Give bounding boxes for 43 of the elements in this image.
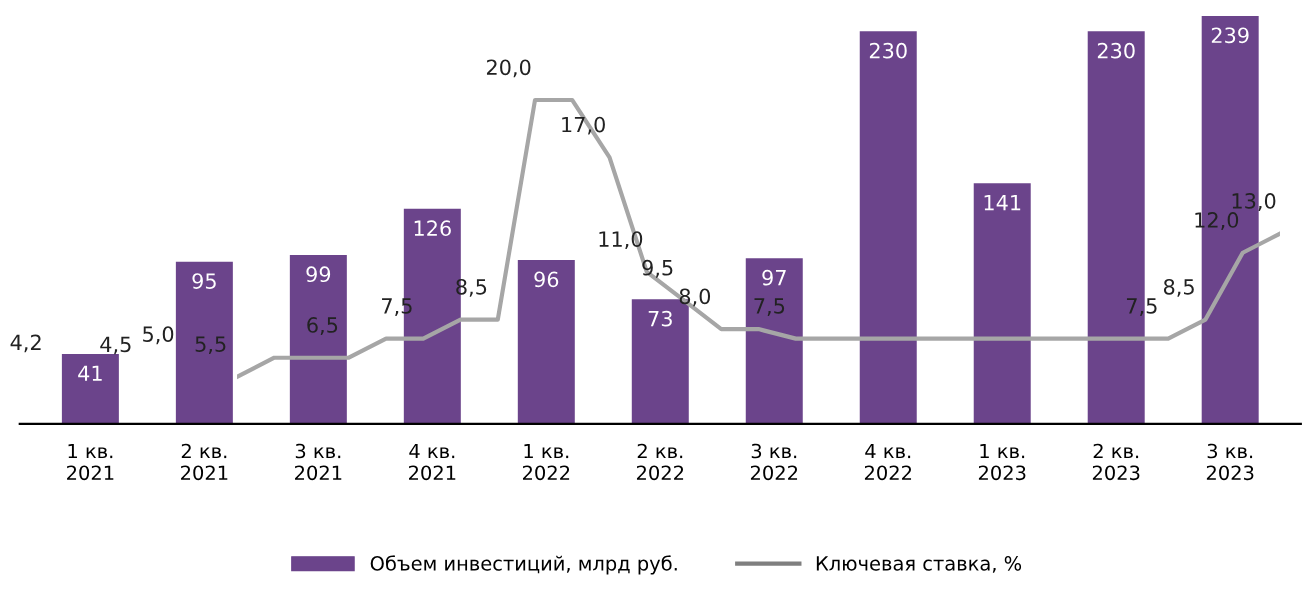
- bar: [973, 183, 1031, 424]
- data-label: 11,0: [599, 231, 643, 250]
- data-label: 20,0: [486, 59, 531, 78]
- bar: [289, 254, 347, 424]
- data-label: 230: [1097, 42, 1135, 59]
- x-tick-label: 1 кв. 2023: [978, 443, 1026, 481]
- annotation: 5,0: [143, 326, 174, 345]
- legend-label: Объем инвестиций, млрд руб.: [370, 555, 677, 575]
- data-label: 95: [192, 273, 216, 289]
- data-label: 96: [534, 271, 559, 288]
- x-tick-label: 2 кв. 2023: [1092, 443, 1140, 481]
- bar: [745, 258, 803, 424]
- bar: [175, 261, 233, 424]
- x-tick-label: 4 кв. 2022: [864, 443, 912, 481]
- data-label: 6,5: [307, 317, 338, 335]
- data-label: 99: [306, 266, 331, 283]
- x-tick-label: 3 кв. 2021: [295, 443, 342, 481]
- data-label: 5,5: [195, 336, 226, 355]
- data-label: 7,5: [754, 298, 785, 316]
- x-tick-label: 2 кв. 2022: [636, 443, 684, 481]
- data-label: 239: [1211, 27, 1249, 44]
- annotation: 4,2: [10, 334, 41, 353]
- x-tick-label: 1 кв. 2022: [522, 443, 570, 481]
- data-label: 8,0: [679, 288, 711, 307]
- data-label: 17,0: [562, 116, 605, 135]
- data-label: 230: [869, 42, 907, 59]
- data-label: 9,5: [642, 259, 673, 278]
- x-tick-label: 4 кв. 2021: [409, 443, 456, 481]
- data-label: 41: [78, 365, 102, 381]
- data-label: 126: [414, 220, 451, 237]
- data-label: 141: [984, 194, 1021, 211]
- bar: [859, 31, 917, 424]
- bar: [61, 353, 119, 424]
- annotation: 4,5: [100, 336, 131, 355]
- text: Ключевая ставка, %: [816, 556, 1022, 573]
- x-tick-label: 1 кв. 2021: [67, 443, 114, 481]
- data-label: 97: [762, 269, 786, 286]
- data-label: 73: [648, 310, 672, 327]
- data-label: 8,5: [1163, 278, 1194, 297]
- bar: [517, 260, 575, 424]
- x-tick-label: 2 кв. 2021: [181, 443, 228, 481]
- x-tick-label: 3 кв. 2022: [750, 443, 798, 481]
- x-tick-label: 3 кв. 2023: [1206, 443, 1254, 481]
